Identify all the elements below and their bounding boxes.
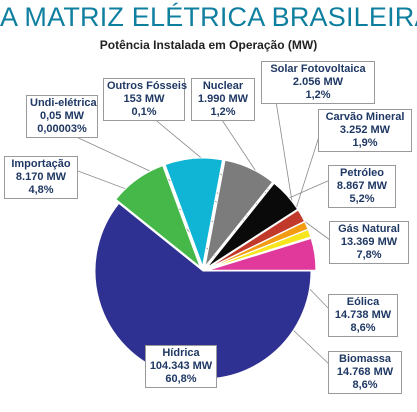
pie-slice-gas-natural [204, 159, 274, 267]
label-biomassa: Biomassa 14.768 MW 8,6% [328, 351, 402, 394]
label-carvao-mineral: Carvão Mineral 3.252 MW 1,9% [318, 109, 412, 152]
label-gas-natural: Gás Natural 13.369 MW 7,8% [329, 221, 409, 264]
label-outros-fosseis: Outros Fósseis 153 MW 0,1% [103, 78, 187, 121]
label-undi-eletrica: Undi-elétrica 0,05 MW 0,00003% [26, 95, 98, 138]
pie-slice-importacao [207, 237, 317, 271]
label-importacao: Importação 8.170 MW 4,8% [4, 156, 78, 199]
label-solar-fotovoltaica: Solar Fotovoltaica 2.056 MW 1,2% [261, 61, 375, 104]
pie-slice-eolica [164, 157, 224, 268]
label-eolica: Eólica 14.738 MW 8,6% [328, 294, 398, 337]
pie-slices [94, 157, 317, 380]
label-petroleo: Petróleo 8.867 MW 5,2% [328, 165, 396, 208]
pie-slice-undi-eletrica [207, 237, 312, 271]
label-nuclear: Nuclear 1.990 MW 1,2% [191, 78, 255, 121]
pie-slice-biomassa [115, 164, 202, 269]
pie-slice-petroleo [206, 182, 299, 269]
leader-line-carvao-mineral [291, 126, 323, 222]
label-hidrica: Hídrica 104.343 MW 60,8% [145, 345, 217, 388]
chart-subtitle: Potência Instalada em Operação (MW) [99, 38, 318, 52]
chart-title: A MATRIZ ELÉTRICA BRASILEIRA [0, 2, 417, 32]
